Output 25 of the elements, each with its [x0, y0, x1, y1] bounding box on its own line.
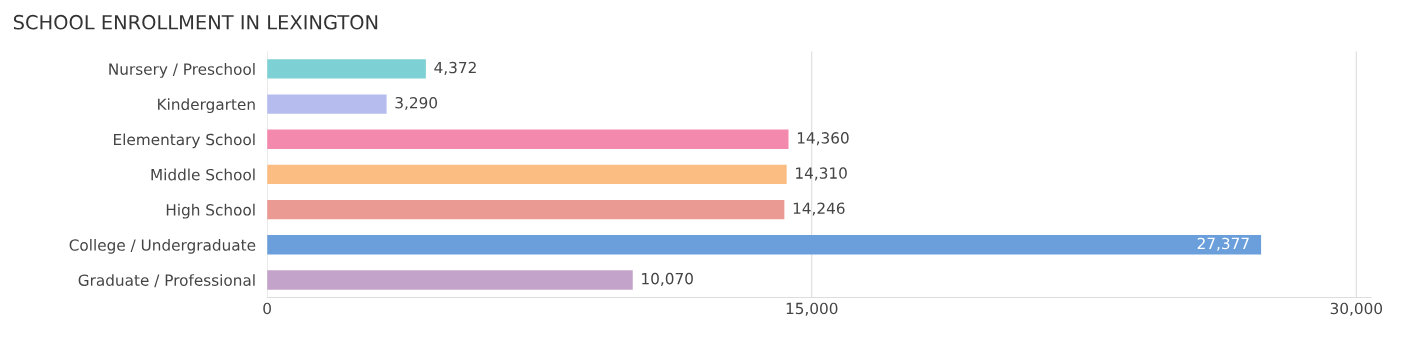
bar [267, 94, 387, 114]
data-label: 14,310 [796, 167, 847, 181]
chart-title: SCHOOL ENROLLMENT IN LEXINGTON [13, 14, 378, 30]
data-label: 14,246 [793, 202, 845, 216]
bar [267, 129, 789, 149]
bar [267, 199, 785, 220]
x-tick-label: 15,000 [786, 302, 838, 316]
y-tick-label: College / Undergraduate [69, 238, 256, 254]
y-tick-label: High School [166, 203, 255, 219]
y-tick-label: Middle School [151, 168, 255, 181]
y-tick-label: Elementary School [114, 133, 255, 149]
bar [267, 59, 426, 79]
data-label: 27,377 [1197, 237, 1249, 251]
y-tick-label: Nursery / Preschool [109, 63, 255, 78]
data-label: 4,372 [434, 61, 476, 75]
x-tick-label: 30,000 [1330, 302, 1383, 316]
bar [267, 164, 787, 185]
data-label: 14,360 [797, 132, 849, 146]
bar [267, 270, 633, 290]
bar [267, 235, 1262, 255]
x-tick-label: 0 [263, 302, 271, 315]
data-label: 10,070 [642, 272, 693, 286]
y-tick-label: Graduate / Professional [78, 274, 255, 288]
y-tick-label: Kindergarten [158, 98, 255, 114]
data-label: 3,290 [395, 96, 438, 111]
